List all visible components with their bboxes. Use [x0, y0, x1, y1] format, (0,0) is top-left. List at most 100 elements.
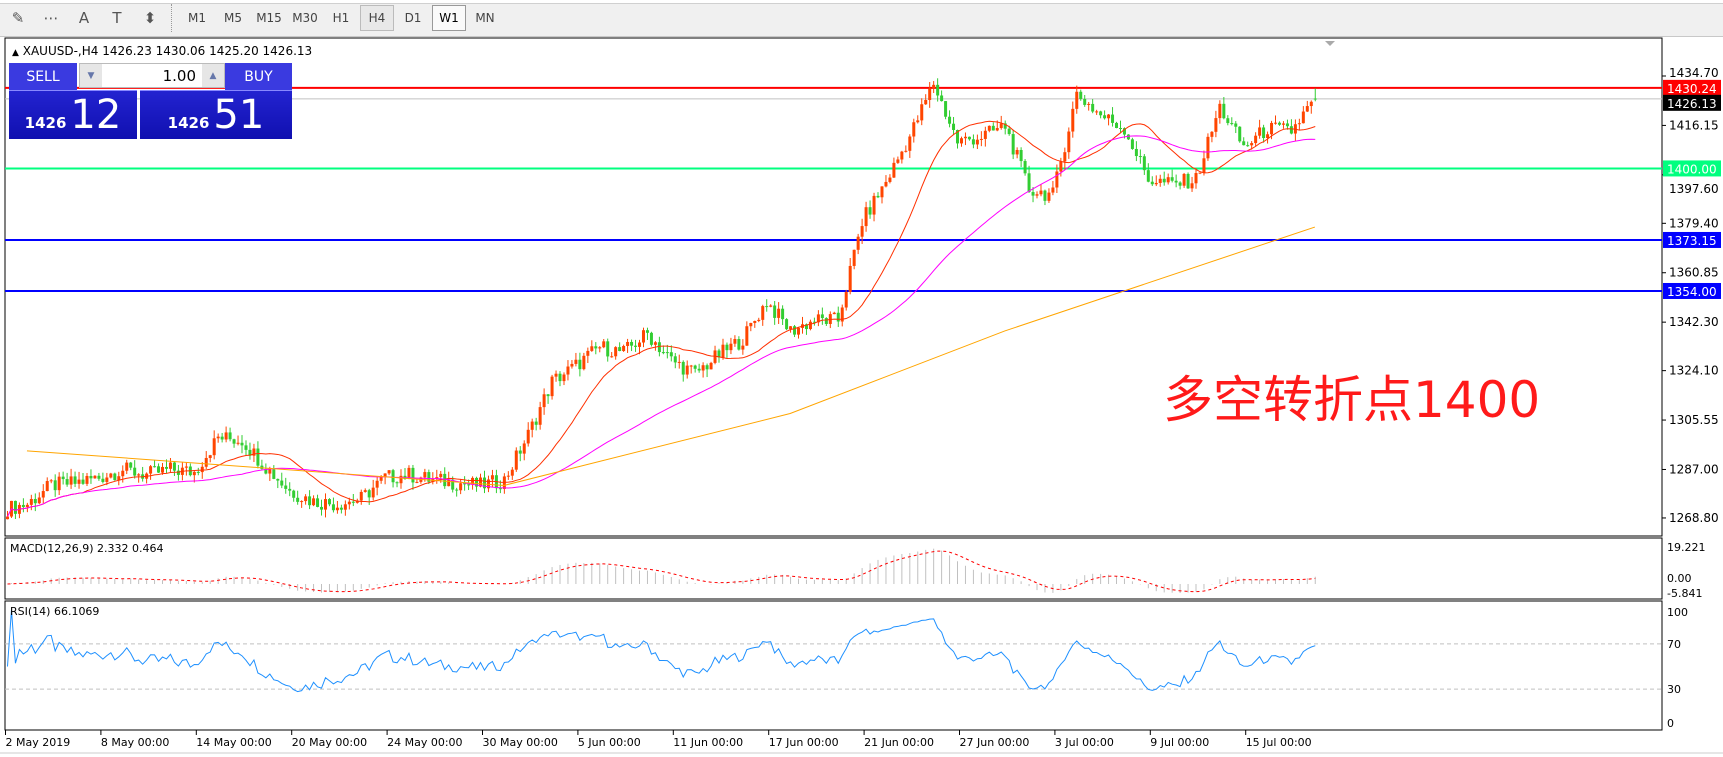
price-label-bg: [1663, 282, 1721, 299]
rsi-tick-label: 0: [1667, 717, 1674, 730]
bear-candle: [1230, 123, 1234, 125]
buy-button[interactable]: BUY: [225, 63, 292, 90]
bull-candle: [1210, 131, 1214, 137]
bull-candle: [983, 130, 987, 139]
bull-candle: [777, 308, 781, 318]
timeframe-w1[interactable]: W1: [432, 5, 466, 31]
bull-candle: [490, 475, 494, 480]
bull-candle: [550, 376, 554, 397]
timeframe-m30[interactable]: M30: [292, 11, 318, 25]
bull-candle: [1071, 108, 1075, 132]
collapse-triangle-icon[interactable]: ▲: [12, 48, 19, 58]
bull-candle: [85, 475, 89, 484]
bear-candle: [1142, 156, 1146, 171]
chart-annotation: 多空转折点1400: [1163, 371, 1541, 429]
lot-decrease-icon[interactable]: ▼: [80, 64, 102, 87]
bull-candle: [1075, 91, 1079, 109]
bull-candle: [447, 479, 451, 487]
bull-candle: [224, 432, 228, 440]
one-click-trading-panel: SELL ▼ 1.00 ▲ BUY 1426 12 1426 51: [9, 63, 292, 139]
bull-candle: [626, 341, 630, 346]
bear-candle: [264, 468, 268, 474]
period-separator-icon[interactable]: ⋯: [43, 9, 59, 27]
bear-candle: [244, 445, 248, 450]
arrows-icon[interactable]: ⬍: [143, 9, 157, 27]
timeframe-h4[interactable]: H4: [360, 5, 394, 31]
ma-fast-line: [7, 120, 1316, 517]
bull-candle: [161, 466, 165, 473]
price-label-bg: [1663, 79, 1721, 96]
bear-candle: [518, 450, 522, 454]
bear-candle: [1146, 170, 1150, 182]
bear-candle: [172, 462, 176, 471]
bull-candle: [872, 195, 876, 215]
bear-candle: [1134, 148, 1138, 157]
bull-candle: [375, 480, 379, 488]
lot-size-stepper[interactable]: ▼ 1.00 ▲: [79, 63, 225, 88]
bear-candle: [475, 477, 479, 487]
sell-button[interactable]: SELL: [9, 63, 77, 90]
symbol-ohlc: XAUUSD-,H4 1426.23 1430.06 1425.20 1426.…: [22, 44, 313, 58]
bull-candle: [77, 479, 81, 484]
buy-price[interactable]: 1426 51: [140, 90, 292, 139]
bear-candle: [280, 480, 284, 486]
toolbar: ✎ ⋯ A T ⬍ M1 M5 M15 M30 H1 H4 D1 W1 MN: [0, 0, 1723, 37]
price-tick-label: 1287.00: [1669, 462, 1719, 476]
bear-candle: [1313, 98, 1317, 100]
bull-candle: [1055, 171, 1059, 188]
price-line-label: 1426.13: [1667, 97, 1717, 111]
bear-candle: [113, 473, 117, 481]
lot-size-input[interactable]: 1.00: [162, 66, 196, 85]
lot-increase-icon[interactable]: ▲: [202, 64, 224, 87]
bear-candle: [33, 498, 37, 504]
bull-candle: [701, 365, 705, 371]
bull-candle: [323, 499, 327, 510]
bull-candle: [689, 365, 693, 367]
bull-candle: [721, 344, 725, 358]
timeframe-m5[interactable]: M5: [224, 11, 242, 25]
bull-candle: [757, 319, 761, 321]
bear-candle: [578, 359, 582, 370]
bear-candle: [260, 465, 264, 469]
bull-candle: [1250, 143, 1254, 146]
text-label-icon[interactable]: T: [112, 9, 122, 27]
timeframe-mn[interactable]: MN: [475, 11, 495, 25]
timeframe-h1[interactable]: H1: [332, 11, 350, 25]
bear-candle: [296, 497, 300, 502]
bull-candle: [574, 359, 578, 364]
bear-candle: [411, 467, 415, 483]
bear-candle: [276, 478, 280, 481]
timeframe-d1[interactable]: D1: [404, 11, 422, 25]
expert-advisor-icon[interactable]: ✎: [11, 9, 25, 27]
time-tick-label: 8 May 00:00: [101, 736, 169, 749]
bull-candle: [987, 125, 991, 131]
bear-candle: [773, 305, 777, 318]
timeframe-m1[interactable]: M1: [188, 11, 206, 25]
bull-candle: [1087, 103, 1091, 105]
bull-candle: [1095, 111, 1099, 113]
bear-candle: [940, 95, 944, 102]
bull-candle: [363, 490, 367, 492]
bear-candle: [21, 504, 25, 508]
bear-candle: [1186, 173, 1190, 189]
bear-candle: [232, 439, 236, 444]
bear-candle: [351, 501, 355, 503]
sell-price[interactable]: 1426 12: [9, 90, 137, 139]
bear-candle: [645, 330, 649, 333]
drawing-tools: ✎ ⋯ A T ⬍: [0, 4, 165, 32]
bull-candle: [979, 138, 983, 140]
bear-candle: [133, 467, 137, 476]
bull-candle: [713, 350, 717, 363]
timeframe-m15[interactable]: M15: [256, 11, 282, 25]
text-icon[interactable]: A: [78, 9, 90, 27]
bear-candle: [1011, 134, 1015, 155]
macd-tick-label: 0.00: [1667, 572, 1692, 585]
ma-slow-line: [26, 226, 1316, 486]
bear-candle: [272, 469, 276, 479]
bear-candle: [618, 347, 622, 352]
bull-candle: [844, 292, 848, 308]
bear-candle: [824, 318, 828, 324]
bear-candle: [991, 125, 995, 131]
bear-candle: [1289, 126, 1293, 134]
price-tick-label: 1342.30: [1669, 315, 1719, 329]
